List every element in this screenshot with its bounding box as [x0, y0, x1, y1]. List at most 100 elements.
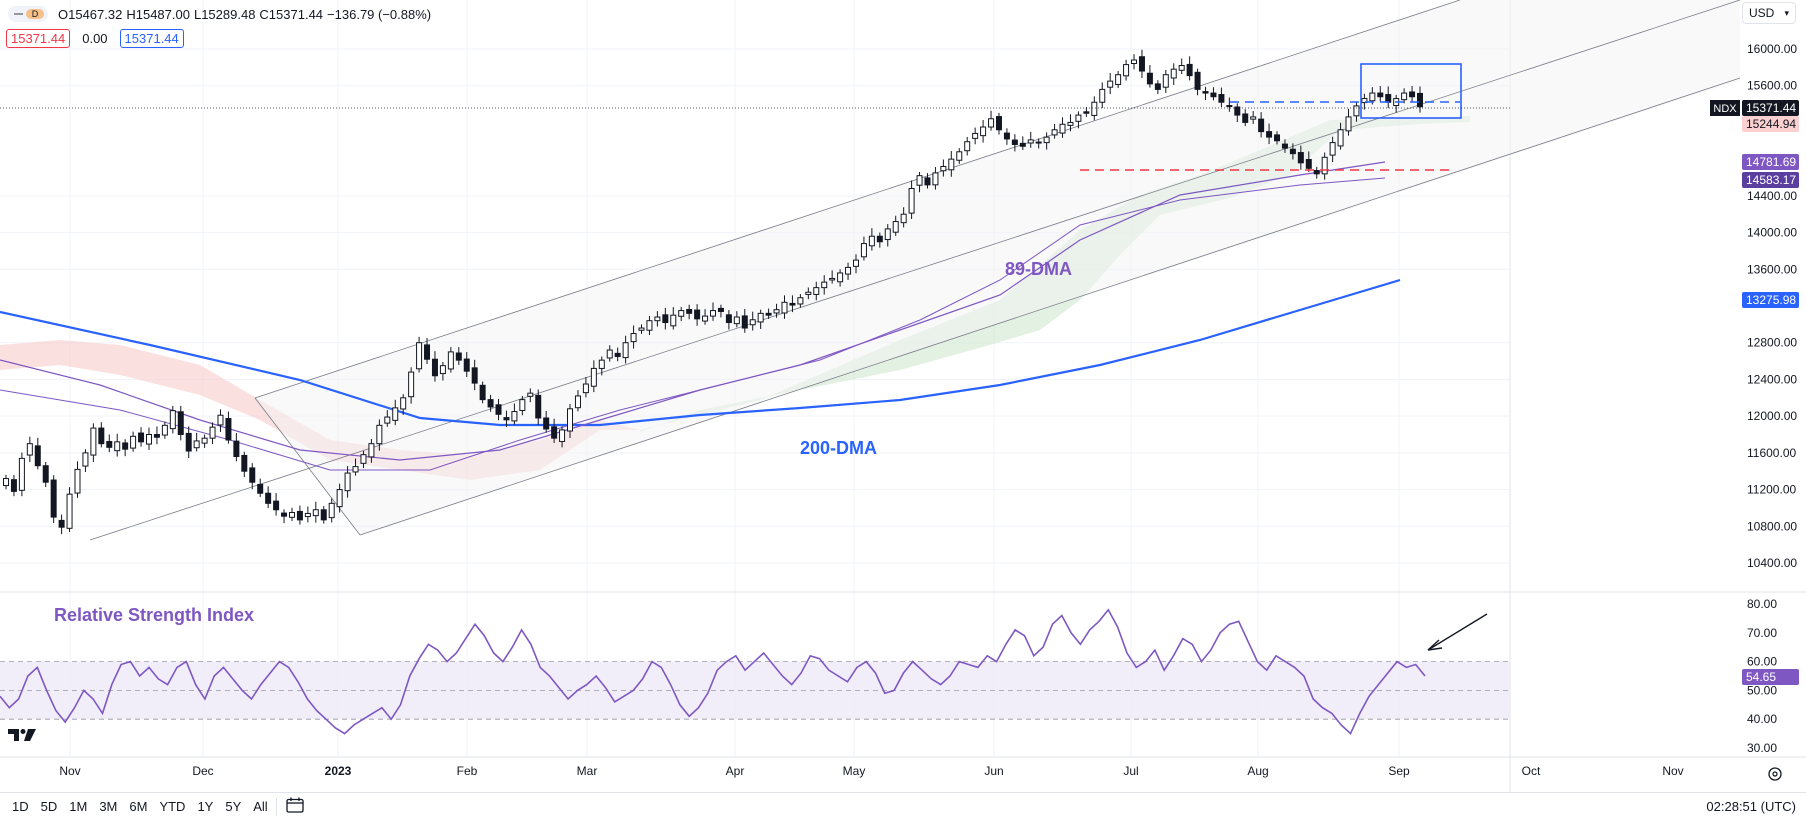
- rsi-pane: Relative Strength Index 80.00 70.00 60.00 50…: [0, 597, 1799, 755]
- settings-gear-icon[interactable]: [1768, 767, 1782, 781]
- utc-clock[interactable]: 02:28:51 (UTC): [1706, 799, 1796, 814]
- currency-select[interactable]: USD ▾: [1742, 2, 1796, 24]
- rsi-tick-label: 80.00: [1747, 597, 1777, 611]
- price-tick-label: 10800.00: [1747, 519, 1797, 533]
- time-tick-label: Oct: [1522, 764, 1541, 778]
- candle: [10, 474, 17, 497]
- candle: [805, 287, 812, 300]
- candle-body: [34, 445, 41, 467]
- rsi-last-bg: [1742, 669, 1799, 686]
- symbol-toggle[interactable]: D: [8, 6, 48, 22]
- candle-body: [1361, 98, 1368, 104]
- buy-badge[interactable]: 15371.44: [119, 29, 184, 48]
- candle-body: [670, 314, 677, 327]
- calendar-icon[interactable]: [286, 797, 304, 813]
- candle-body: [646, 320, 653, 331]
- candle: [42, 462, 49, 488]
- candle: [1138, 49, 1145, 79]
- time-tick-label: 2023: [325, 764, 352, 778]
- candle-body: [416, 342, 423, 370]
- chart-canvas[interactable]: 16000.00 15600.00 14400.00 14000.00 13600.00…: [0, 0, 1806, 792]
- last-price-label-text: 15371.44: [1746, 101, 1796, 115]
- candle-body: [241, 454, 248, 472]
- range-button-all[interactable]: All: [253, 799, 268, 814]
- channel-start-line: [254, 397, 361, 536]
- candle-body: [1289, 148, 1296, 155]
- candle-body: [980, 126, 987, 137]
- range-button-ytd[interactable]: YTD: [159, 799, 186, 814]
- candle: [868, 228, 875, 251]
- candle-body: [1377, 92, 1384, 98]
- candle: [646, 315, 653, 336]
- candle: [678, 306, 685, 322]
- candle: [924, 173, 931, 189]
- candle-body: [916, 175, 923, 186]
- range-button-5d[interactable]: 5D: [40, 799, 58, 814]
- price-axis[interactable]: 16000.00 15600.00 14400.00 14000.00 13600.00…: [1710, 42, 1799, 570]
- candle: [837, 269, 844, 287]
- candle: [312, 501, 319, 523]
- candle-body: [225, 418, 232, 441]
- candle: [225, 411, 232, 444]
- rsi-tick-label: 30.00: [1747, 741, 1777, 755]
- candle: [296, 505, 303, 525]
- candle: [757, 309, 764, 329]
- gear-hub: [1772, 771, 1778, 777]
- spread-value: 0.00: [78, 30, 112, 47]
- candle-body: [964, 141, 971, 152]
- candle: [288, 507, 295, 521]
- drawings[interactable]: [0, 63, 1510, 651]
- candle: [1075, 111, 1082, 129]
- price-tick-label: 12400.00: [1747, 372, 1797, 386]
- candle: [1226, 97, 1233, 112]
- candle-body: [1154, 83, 1161, 90]
- close-value: C15371.44: [259, 6, 324, 22]
- candle-body: [217, 414, 224, 426]
- time-tick-label: May: [843, 764, 866, 778]
- candle-body: [106, 440, 113, 448]
- sell-badge[interactable]: 15371.44: [6, 29, 71, 48]
- arrow-head-icon: [1427, 639, 1443, 651]
- candle: [559, 426, 566, 448]
- range-button-1d[interactable]: 1D: [12, 799, 29, 814]
- candle: [1011, 134, 1018, 152]
- candle: [725, 310, 732, 330]
- moving-averages: [0, 161, 1401, 471]
- range-button-6m[interactable]: 6M: [129, 799, 148, 814]
- candle-body: [161, 424, 168, 436]
- candle: [50, 475, 57, 523]
- range-button-3m[interactable]: 3M: [99, 799, 118, 814]
- range-button-1m[interactable]: 1M: [69, 799, 88, 814]
- candle: [1043, 132, 1050, 150]
- candle-body: [1003, 132, 1010, 140]
- candle: [654, 311, 661, 327]
- time-axis[interactable]: Nov Dec 2023 Feb Mar Apr May Jun Jul Aug Sep Oct Nov: [59, 764, 1782, 781]
- candle: [741, 308, 748, 333]
- candle: [1170, 63, 1177, 85]
- candle: [1019, 136, 1026, 150]
- candle: [749, 311, 756, 331]
- candle-body: [344, 472, 351, 492]
- candle-body: [1075, 114, 1082, 122]
- candle: [527, 388, 534, 403]
- candle-body: [741, 315, 748, 329]
- candle-body: [503, 417, 510, 421]
- bid-ask-badges: 15371.44 0.00 15371.44: [6, 29, 184, 48]
- range-button-5y[interactable]: 5Y: [225, 799, 242, 814]
- candle: [1353, 102, 1360, 122]
- candle-body: [90, 427, 97, 456]
- candle: [273, 493, 280, 516]
- candle: [320, 506, 327, 524]
- low-value: L15289.48: [193, 6, 256, 22]
- candle-body: [1099, 88, 1106, 103]
- candle: [765, 308, 772, 319]
- time-tick-label: Sep: [1388, 764, 1410, 778]
- range-button-1y[interactable]: 1Y: [197, 799, 214, 814]
- channel-middle-line: [89, 0, 1741, 541]
- candle-body: [622, 342, 629, 359]
- candle-body: [320, 509, 327, 521]
- change-value: −136.79 (−0.88%): [327, 6, 432, 22]
- candle: [948, 151, 955, 177]
- candle: [82, 449, 89, 472]
- candle-body: [1027, 139, 1034, 144]
